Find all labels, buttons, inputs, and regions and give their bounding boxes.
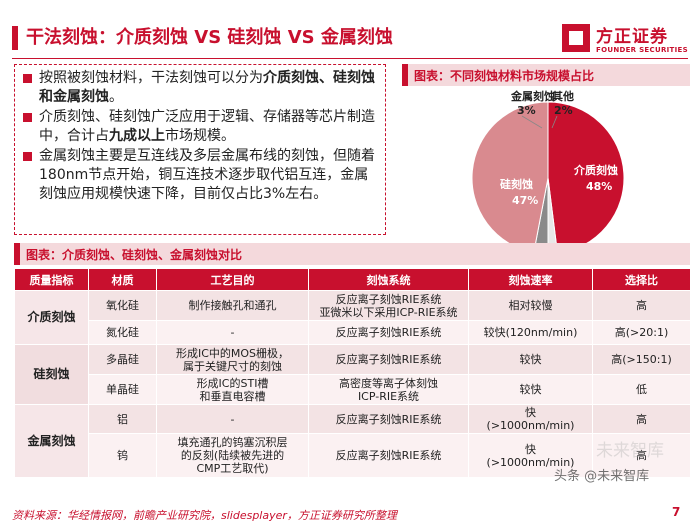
- page-title: 干法刻蚀：介质刻蚀 VS 硅刻蚀 VS 金属刻蚀: [26, 27, 393, 48]
- table-cell-system: 反应离子刻蚀RIE系统: [308, 320, 469, 345]
- table-row: 介质刻蚀 氧化硅 制作接触孔和通孔 反应离子刻蚀RIE系统 亚微米以下采用ICP-RIE…: [14, 290, 691, 345]
- pie-label-name: 硅刻蚀: [500, 177, 533, 191]
- pie-label-name: 金属刻蚀: [510, 89, 555, 103]
- table-section-header: 图表：介质刻蚀、硅刻蚀、金属刻蚀对比: [14, 243, 690, 265]
- table-header-cell: 刻蚀速率: [468, 268, 593, 291]
- table-cell-purpose: 制作接触孔和通孔: [156, 290, 309, 321]
- table-cell-rate: 较快(120nm/min): [468, 320, 593, 345]
- pie-label-name: 其他: [552, 89, 574, 103]
- bullet-text: 金属刻蚀主要是互连线及多层金属布线的刻蚀，但随着180nm节点开始，铜互连技术逐…: [39, 148, 375, 202]
- table-header-cell: 工艺目的: [156, 268, 309, 291]
- table-group-cell: 金属刻蚀: [14, 404, 89, 478]
- table-cell-ratio: 低: [592, 374, 691, 405]
- title-accent-bar: [12, 26, 18, 50]
- bullet-square-icon: [23, 113, 32, 122]
- etch-comparison-table: 质量指标 材质 工艺目的 刻蚀系统 刻蚀速率 选择比 介质刻蚀 氧化硅 制作接触孔和通孔 反应离…: [14, 268, 691, 478]
- pie-section-header: 图表：不同刻蚀材料市场规模占比: [402, 64, 690, 86]
- table-cell-rate: 快 (>1000nm/min): [468, 404, 593, 434]
- table-cell-rate: 快 (>1000nm/min): [468, 433, 593, 478]
- table-cell-purpose: 形成IC中的MOS栅极， 属于关键尺寸的刻蚀: [156, 344, 309, 375]
- table-cell-material: 单晶硅: [88, 374, 157, 405]
- table-cell-ratio: 高: [592, 404, 691, 434]
- table-cell-purpose: 填充通孔的钨塞沉积层 的反刻(陆续被先进的 CMP工艺取代): [156, 433, 309, 478]
- pie-header-accent: [402, 64, 408, 86]
- table-header-cell: 刻蚀系统: [308, 268, 469, 291]
- bullet-text: 按照被刻蚀材料，干法刻蚀可以分为介质刻蚀、硅刻蚀和金属刻蚀。: [39, 70, 375, 105]
- pie-label-name: 介质刻蚀: [573, 163, 618, 177]
- source-note: 资料来源：华经情报网，前瞻产业研究院，slidesplayer，方正证券研究所整…: [12, 509, 397, 522]
- table-row: 单晶硅 形成IC的STI槽 和垂直电容槽 高密度等离子体刻蚀 ICP-RIE系统 较快低: [15, 374, 691, 405]
- pie-label-value: 2%: [554, 104, 573, 117]
- table-cell-ratio: 高(>150:1): [592, 344, 691, 375]
- founder-logo-icon: [562, 24, 590, 52]
- page-number: 7: [672, 505, 681, 519]
- table-header-accent: [14, 243, 20, 265]
- bullet-box: 按照被刻蚀材料，干法刻蚀可以分为介质刻蚀、硅刻蚀和金属刻蚀。 介质刻蚀、硅刻蚀广泛…: [14, 64, 386, 235]
- pie-label-value: 48%: [586, 180, 612, 193]
- table-cell-ratio: 高(>20:1): [592, 320, 691, 345]
- pie-label-value: 47%: [512, 194, 538, 207]
- pie-slice-硅刻蚀: [471, 101, 549, 254]
- pie-leader-line: [521, 115, 543, 129]
- table-cell-system: 高密度等离子体刻蚀 ICP-RIE系统: [308, 374, 469, 405]
- bullet-item: 介质刻蚀、硅刻蚀广泛应用于逻辑、存储器等芯片制造中，合计占九成以上市场规模。: [23, 108, 379, 146]
- table-cell-system: 反应离子刻蚀RIE系统: [308, 404, 469, 434]
- bullet-text: 介质刻蚀、硅刻蚀广泛应用于逻辑、存储器等芯片制造中，合计占九成以上市场规模。: [39, 109, 375, 144]
- table-cell-material: 多晶硅: [88, 344, 157, 375]
- table-row: 氮化硅 - 反应离子刻蚀RIE系统 较快(120nm/min) 高(>20:1): [15, 320, 691, 345]
- table-cell-material: 氮化硅: [88, 320, 157, 345]
- watermark: 头条 @未来智库: [554, 469, 650, 484]
- table-cell-system: 反应离子刻蚀RIE系统: [308, 344, 469, 375]
- logo-text-cn: 方正证券: [596, 27, 668, 47]
- pie-slice-介质刻蚀: [547, 101, 625, 254]
- header-divider: [12, 58, 688, 59]
- table-cell-ratio: 高: [592, 290, 691, 321]
- table-cell-material: 氧化硅: [88, 290, 157, 321]
- pie-leader-line: [551, 115, 558, 129]
- pie-section-label: 图表：不同刻蚀材料市场规模占比: [414, 69, 595, 83]
- table-cell-rate: 较快: [468, 344, 593, 375]
- founder-logo: 方正证券 FOUNDER SECURITIES: [562, 22, 692, 62]
- table-cell-purpose: -: [156, 320, 309, 345]
- table-group-cell: 介质刻蚀: [14, 290, 89, 345]
- table-header-row: 质量指标 材质 工艺目的 刻蚀系统 刻蚀速率 选择比: [14, 268, 691, 291]
- table-row: 硅刻蚀 多晶硅 形成IC中的MOS栅极， 属于关键尺寸的刻蚀 反应离子刻蚀RIE系统 较快…: [14, 344, 691, 405]
- table-group-cell: 硅刻蚀: [14, 344, 89, 405]
- table-cell-rate: 较快: [468, 374, 593, 405]
- table-section-label: 图表：介质刻蚀、硅刻蚀、金属刻蚀对比: [26, 248, 243, 262]
- watermark-ghost: 未来智库: [596, 441, 664, 461]
- table-header-cell: 选择比: [592, 268, 691, 291]
- table-cell-material: 钨: [88, 433, 157, 478]
- table-header-cell: 质量指标: [14, 268, 89, 291]
- logo-text-en: FOUNDER SECURITIES: [596, 46, 688, 54]
- table-cell-rate: 相对较慢: [468, 290, 593, 321]
- table-row: 钨填充通孔的钨塞沉积层 的反刻(陆续被先进的 CMP工艺取代) 反应离子刻蚀RIE系统…: [15, 433, 691, 478]
- table-cell-ratio: 高: [592, 433, 691, 478]
- bullet-square-icon: [23, 74, 32, 83]
- table-cell-system: 反应离子刻蚀RIE系统 亚微米以下采用ICP-RIE系统: [308, 290, 469, 321]
- table-header-cell: 材质: [88, 268, 157, 291]
- table-row: 金属刻蚀铝 - 反应离子刻蚀RIE系统快 (>1000nm/min) 高: [14, 404, 691, 478]
- table-cell-material: 铝: [88, 404, 157, 434]
- bullet-item: 按照被刻蚀材料，干法刻蚀可以分为介质刻蚀、硅刻蚀和金属刻蚀。: [23, 69, 379, 107]
- table-cell-purpose: 形成IC的STI槽 和垂直电容槽: [156, 374, 309, 405]
- table-cell-purpose: -: [156, 404, 309, 434]
- bullet-square-icon: [23, 152, 32, 161]
- bullet-item: 金属刻蚀主要是互连线及多层金属布线的刻蚀，但随着180nm节点开始，铜互连技术逐…: [23, 147, 379, 204]
- table-cell-system: 反应离子刻蚀RIE系统: [308, 433, 469, 478]
- pie-label-value: 3%: [517, 104, 536, 117]
